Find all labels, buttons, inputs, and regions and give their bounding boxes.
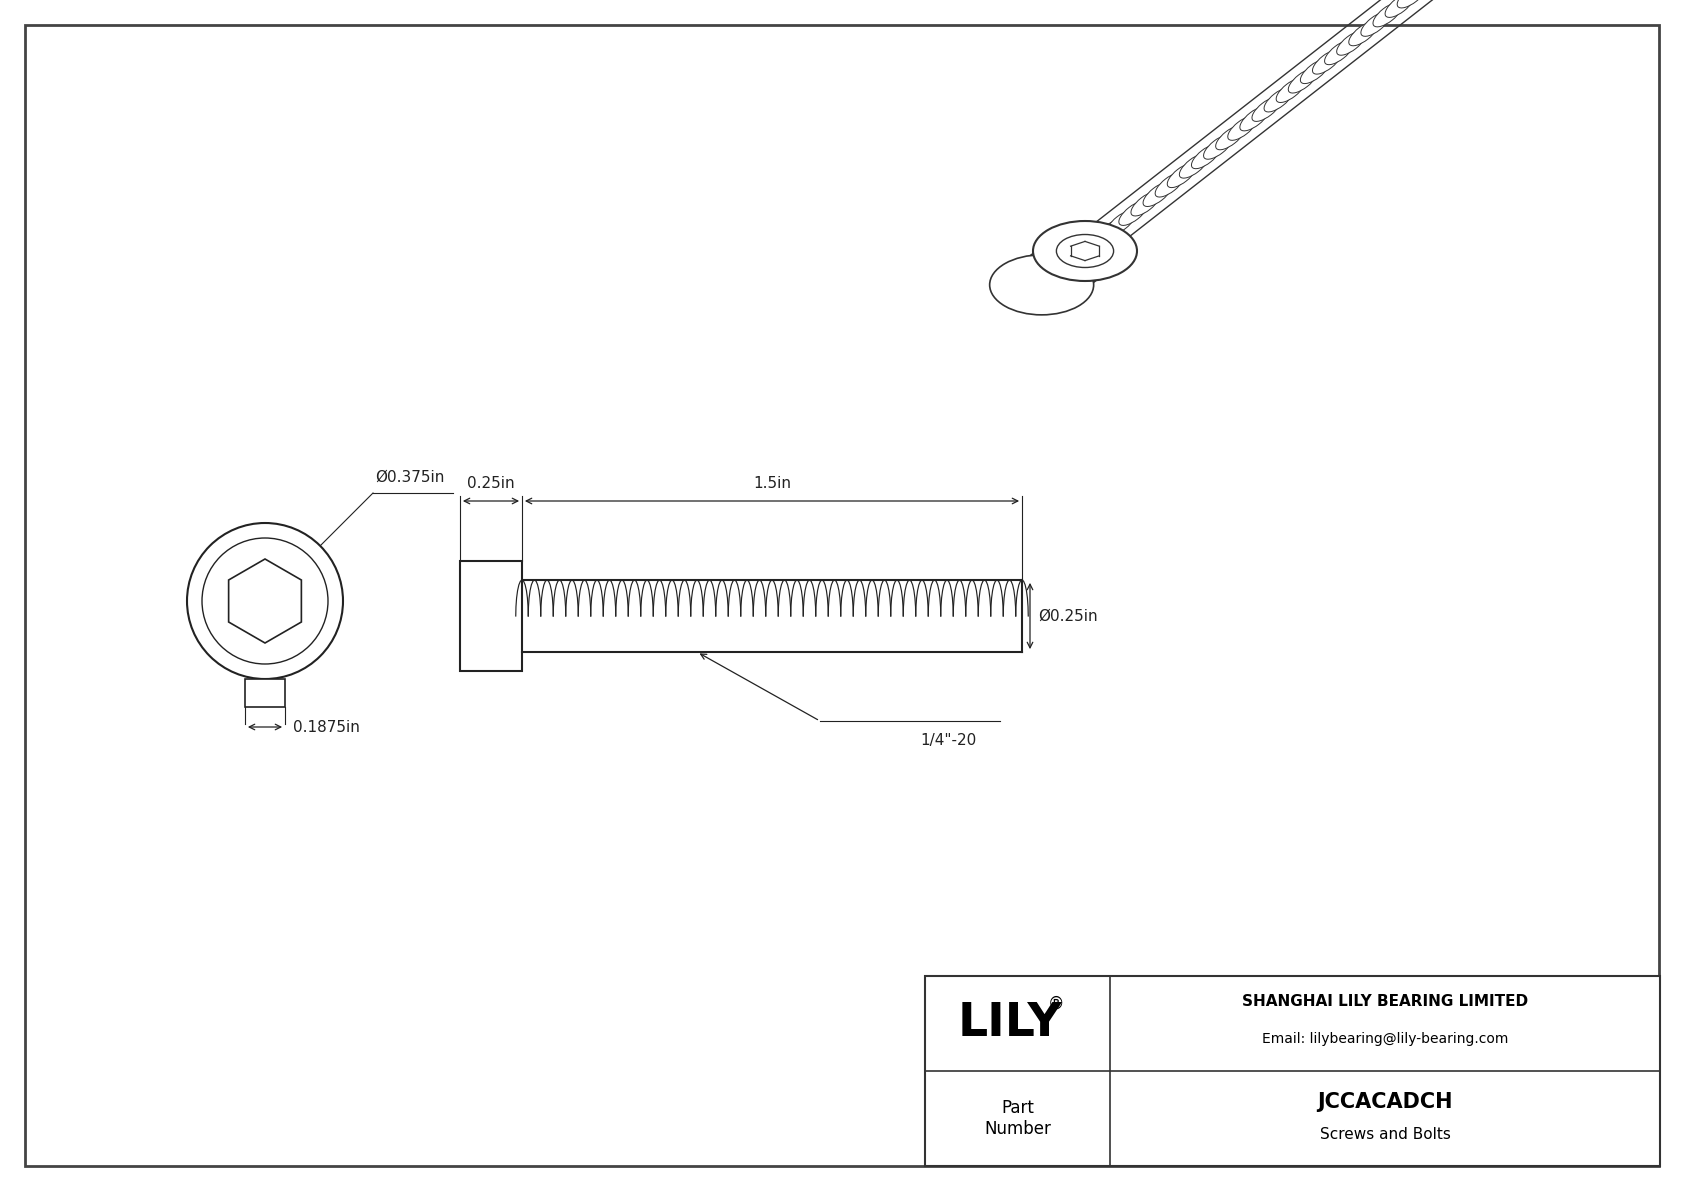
Text: Screws and Bolts: Screws and Bolts bbox=[1320, 1127, 1450, 1142]
Ellipse shape bbox=[1143, 182, 1172, 206]
Text: Ø0.25in: Ø0.25in bbox=[1037, 609, 1098, 624]
Ellipse shape bbox=[1337, 31, 1366, 55]
Text: Ø0.375in: Ø0.375in bbox=[376, 470, 445, 485]
Text: ®: ® bbox=[1047, 994, 1064, 1012]
Ellipse shape bbox=[1032, 222, 1137, 281]
Text: 0.1875in: 0.1875in bbox=[293, 719, 360, 735]
Ellipse shape bbox=[1083, 230, 1111, 254]
Text: Email: lilybearing@lily-bearing.com: Email: lilybearing@lily-bearing.com bbox=[1261, 1033, 1509, 1047]
Text: 1/4"-20: 1/4"-20 bbox=[919, 732, 977, 748]
Circle shape bbox=[202, 538, 328, 665]
Ellipse shape bbox=[1251, 96, 1282, 121]
Ellipse shape bbox=[1276, 79, 1305, 102]
Ellipse shape bbox=[1288, 69, 1317, 93]
Ellipse shape bbox=[1300, 60, 1329, 83]
Ellipse shape bbox=[1204, 135, 1233, 160]
Bar bbox=[925, 975, 1660, 1166]
Ellipse shape bbox=[1056, 235, 1113, 268]
Ellipse shape bbox=[1239, 106, 1270, 131]
Ellipse shape bbox=[1192, 144, 1221, 169]
Ellipse shape bbox=[1325, 40, 1354, 64]
Ellipse shape bbox=[1106, 211, 1137, 235]
Ellipse shape bbox=[1155, 173, 1184, 197]
Ellipse shape bbox=[1228, 116, 1256, 141]
Bar bbox=[460, 561, 522, 671]
Ellipse shape bbox=[1167, 163, 1196, 188]
Text: LILY: LILY bbox=[957, 1000, 1063, 1046]
Ellipse shape bbox=[1118, 201, 1148, 225]
Text: Part
Number: Part Number bbox=[983, 1099, 1051, 1137]
Ellipse shape bbox=[1071, 238, 1100, 263]
Ellipse shape bbox=[1384, 0, 1415, 18]
Ellipse shape bbox=[1398, 0, 1426, 8]
Ellipse shape bbox=[1132, 192, 1160, 216]
Text: JCCACADCH: JCCACADCH bbox=[1317, 1092, 1453, 1112]
Text: 0.25in: 0.25in bbox=[466, 476, 515, 491]
Circle shape bbox=[187, 523, 344, 679]
Ellipse shape bbox=[1216, 125, 1244, 150]
Polygon shape bbox=[229, 559, 301, 643]
Ellipse shape bbox=[1265, 87, 1293, 112]
Text: 1.5in: 1.5in bbox=[753, 476, 791, 491]
Bar bbox=[244, 679, 285, 707]
Ellipse shape bbox=[1179, 154, 1209, 179]
Ellipse shape bbox=[990, 255, 1093, 314]
Ellipse shape bbox=[1312, 50, 1342, 74]
Text: SHANGHAI LILY BEARING LIMITED: SHANGHAI LILY BEARING LIMITED bbox=[1241, 994, 1527, 1009]
Ellipse shape bbox=[1349, 21, 1378, 45]
Ellipse shape bbox=[1361, 12, 1389, 36]
Ellipse shape bbox=[1372, 2, 1403, 27]
Ellipse shape bbox=[1095, 220, 1123, 244]
